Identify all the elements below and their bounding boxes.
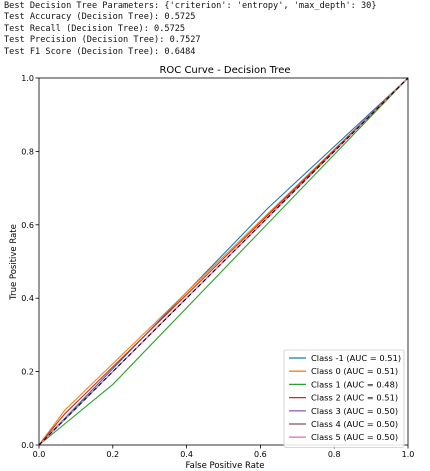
x-tick-label: 0.8	[328, 450, 341, 459]
output-line: Best Decision Tree Parameters: {'criteri…	[4, 1, 377, 11]
series-line	[38, 77, 409, 446]
x-tick-label: 0.2	[106, 450, 119, 459]
legend-label: Class 3 (AUC = 0.50)	[311, 406, 398, 416]
series-line	[38, 77, 409, 446]
y-tick-label: 0.6	[21, 221, 34, 230]
output-line: Test F1 Score (Decision Tree): 0.6484	[4, 46, 196, 57]
x-axis-label: False Positive Rate	[186, 461, 265, 471]
y-axis-label: True Positive Rate	[9, 224, 19, 301]
legend-label: Class -1 (AUC = 0.51)	[311, 353, 401, 363]
chart-title: ROC Curve - Decision Tree	[159, 65, 290, 76]
x-tick-label: 1.0	[402, 450, 415, 459]
legend-label: Class 4 (AUC = 0.50)	[311, 419, 398, 429]
axis-ticks: 0.0 0.2 0.4 0.6 0.8 1.0 0.0 0.2 0.4 0.6 0.8 1.0	[21, 74, 414, 459]
legend-label: Class 0 (AUC = 0.51)	[311, 366, 398, 376]
legend: Class -1 (AUC = 0.51) Class 0 (AUC = 0.51…	[283, 349, 405, 448]
y-tick-label: 0.2	[21, 368, 34, 377]
plot-frame	[38, 77, 409, 446]
series-line	[38, 77, 409, 446]
legend-box	[283, 349, 405, 448]
legend-label: Class 5 (AUC = 0.50)	[311, 432, 398, 442]
x-tick-label: 0.6	[254, 450, 267, 459]
console-output: Best Decision Tree Parameters: {'criteri…	[4, 1, 377, 58]
legend-label: Class 1 (AUC = 0.48)	[311, 379, 398, 389]
x-tick-label: 0.0	[33, 450, 46, 459]
y-tick-label: 0.8	[21, 147, 34, 156]
y-tick-label: 1.0	[21, 74, 34, 83]
x-tick-label: 0.4	[180, 450, 193, 459]
y-tick-label: 0.0	[21, 441, 34, 450]
y-tick-label: 0.4	[21, 294, 34, 303]
output-line: Test Recall (Decision Tree): 0.5725	[4, 23, 186, 34]
legend-label: Class 2 (AUC = 0.51)	[311, 393, 398, 403]
output-line: Test Precision (Decision Tree): 0.7527	[4, 35, 201, 46]
series-line	[38, 77, 409, 446]
chance-diagonal-line	[38, 77, 409, 446]
output-line: Test Accuracy (Decision Tree): 0.5725	[4, 12, 196, 23]
plot-lines	[38, 77, 409, 446]
